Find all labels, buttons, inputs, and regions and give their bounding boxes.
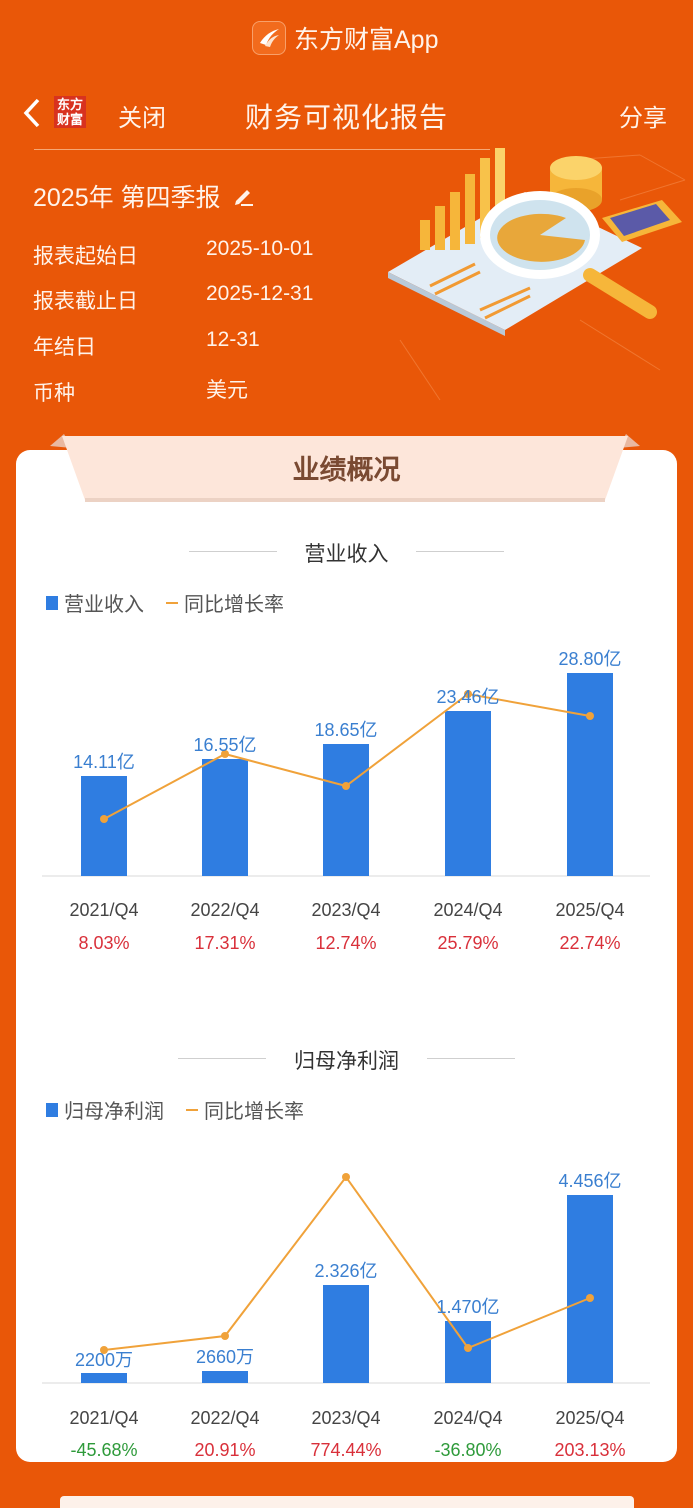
edit-pencil-icon[interactable] xyxy=(233,185,255,207)
yoy-value: 20.91% xyxy=(194,1440,256,1460)
info-row-currency: 币种 美元 xyxy=(33,377,248,407)
legend-revenue[interactable]: 营业收入 xyxy=(64,594,144,616)
info-row-end-date: 报表截止日 2025-12-31 xyxy=(33,282,313,315)
bar-value-label: 1.470亿 xyxy=(436,1297,500,1317)
bar xyxy=(567,673,613,876)
x-axis-label: 2022/Q4 xyxy=(190,900,260,920)
legend-net-profit[interactable]: 归母净利润 xyxy=(64,1101,164,1123)
eastmoney-mini-logo[interactable]: 东方 财富 xyxy=(54,96,86,128)
info-row-fiscal-year-end: 年结日 12-31 xyxy=(33,328,260,361)
x-axis-label: 2023/Q4 xyxy=(311,900,381,920)
bar xyxy=(323,1285,369,1383)
net-profit-chart xyxy=(42,1173,650,1384)
bar-value-label: 4.456亿 xyxy=(558,1171,622,1191)
header-divider xyxy=(34,149,490,150)
page-title: 财务可视化报告 xyxy=(245,102,449,133)
app-banner: 东方财富App xyxy=(0,0,693,80)
bar xyxy=(81,1373,127,1383)
mini-logo-line2: 财富 xyxy=(56,112,83,127)
app-brand: 东方财富App xyxy=(252,20,438,56)
bar xyxy=(323,744,369,876)
title-line-right xyxy=(416,551,504,552)
yoy-value: 12.74% xyxy=(315,933,377,953)
revenue-legend: 营业收入 同比增长率 xyxy=(46,588,284,617)
x-axis-label: 2023/Q4 xyxy=(311,1408,381,1428)
end-date-value: 2025-12-31 xyxy=(206,282,314,305)
bar xyxy=(567,1195,613,1383)
back-button[interactable] xyxy=(20,96,44,130)
x-axis-label: 2024/Q4 xyxy=(433,900,503,920)
bar-value-label: 18.65亿 xyxy=(314,720,378,740)
bar-value-label: 2660万 xyxy=(195,1347,255,1367)
end-date-label: 报表截止日 xyxy=(33,290,138,313)
x-axis-label: 2021/Q4 xyxy=(69,1408,139,1428)
bar-value-label: 14.11亿 xyxy=(73,752,135,772)
bar-legend-swatch xyxy=(46,1102,58,1117)
yoy-value: -36.80% xyxy=(434,1440,502,1460)
start-date-label: 报表起始日 xyxy=(33,245,138,268)
legend-yoy[interactable]: 同比增长率 xyxy=(184,594,284,616)
bar-value-label: 2.326亿 xyxy=(314,1261,378,1281)
bar xyxy=(81,776,127,876)
bar-value-label: 16.55亿 xyxy=(193,735,257,755)
yoy-value: 25.79% xyxy=(437,933,499,953)
bar xyxy=(202,759,248,876)
yoy-value: 22.74% xyxy=(559,933,621,953)
bar xyxy=(202,1371,248,1383)
section-ribbon xyxy=(50,434,640,502)
fiscal-year-end-label: 年结日 xyxy=(33,336,96,359)
share-button[interactable]: 分享 xyxy=(619,105,667,132)
net-profit-chart-title: 归母净利润 xyxy=(294,1050,399,1073)
bar xyxy=(445,711,491,876)
mini-logo-line1: 东方 xyxy=(56,97,83,112)
x-axis-label: 2025/Q4 xyxy=(555,1408,625,1428)
start-date-value: 2025-10-01 xyxy=(206,237,314,260)
bar-value-label: 28.80亿 xyxy=(558,649,622,669)
close-button[interactable]: 关闭 xyxy=(118,105,166,132)
x-axis-label: 2025/Q4 xyxy=(555,900,625,920)
legend-yoy[interactable]: 同比增长率 xyxy=(204,1101,304,1123)
title-line-left xyxy=(178,1058,266,1059)
x-axis-label: 2021/Q4 xyxy=(69,900,139,920)
report-period[interactable]: 2025年 第四季报 xyxy=(33,178,255,214)
yoy-value: -45.68% xyxy=(70,1440,138,1460)
yoy-value: 774.44% xyxy=(310,1440,382,1460)
section-title: 业绩概况 xyxy=(292,455,401,485)
revenue-chart xyxy=(42,673,650,877)
next-card-edge xyxy=(60,1496,634,1508)
line-legend-swatch xyxy=(186,1108,198,1111)
currency-label: 币种 xyxy=(33,382,75,405)
yoy-value: 17.31% xyxy=(194,933,256,953)
info-row-start-date: 报表起始日 2025-10-01 xyxy=(33,237,313,270)
line-legend-swatch xyxy=(166,601,178,604)
x-axis-label: 2024/Q4 xyxy=(433,1408,503,1428)
revenue-chart-title: 营业收入 xyxy=(304,543,389,566)
yoy-value: 203.13% xyxy=(554,1440,626,1460)
title-line-left xyxy=(189,551,277,552)
eastmoney-logo-icon xyxy=(252,21,286,55)
net-profit-legend: 归母净利润 同比增长率 xyxy=(46,1095,304,1124)
title-line-right xyxy=(427,1058,515,1059)
currency-value: 美元 xyxy=(206,379,248,402)
bar-value-label: 23.46亿 xyxy=(436,687,500,707)
period-label: 2025年 第四季报 xyxy=(33,184,221,212)
finance-illustration xyxy=(380,140,693,420)
bar-legend-swatch xyxy=(46,595,58,610)
navbar: 东方 财富 关闭 财务可视化报告 分享 xyxy=(0,90,693,136)
fiscal-year-end-value: 12-31 xyxy=(206,328,260,351)
bar-value-label: 2200万 xyxy=(74,1350,134,1370)
app-name: 东方财富App xyxy=(294,26,439,54)
yoy-value: 8.03% xyxy=(78,933,130,953)
x-axis-label: 2022/Q4 xyxy=(190,1408,260,1428)
